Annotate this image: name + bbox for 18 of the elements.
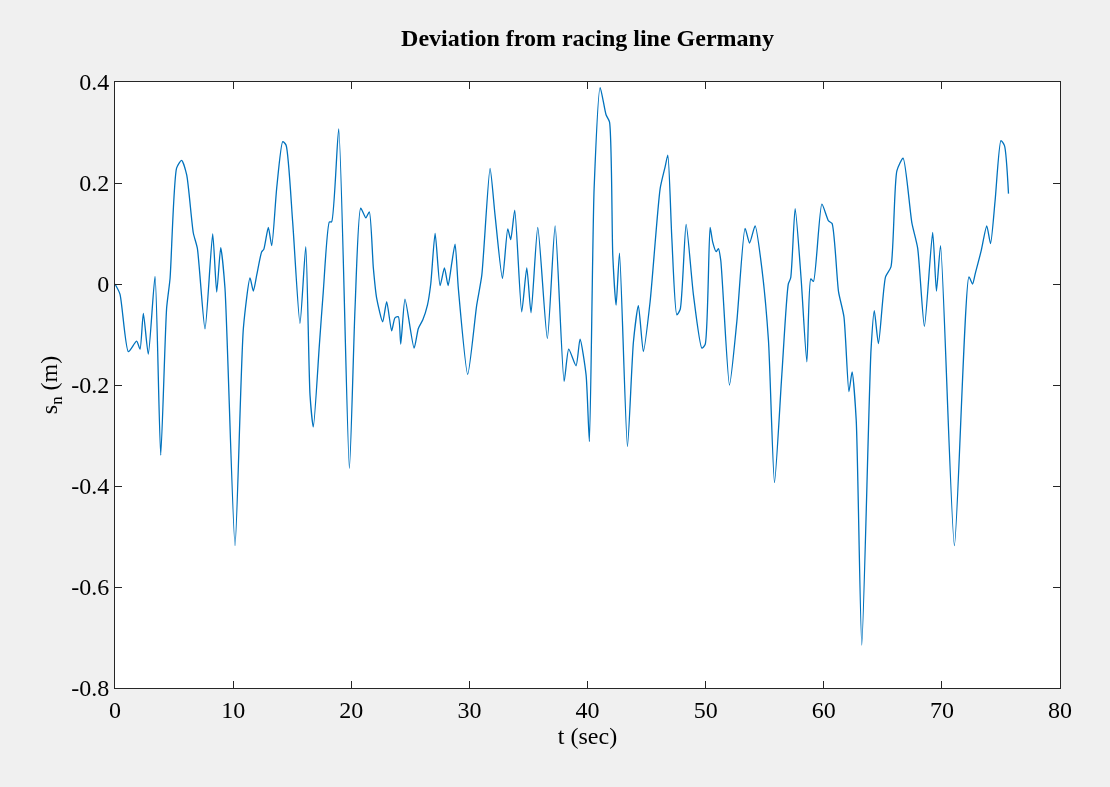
y-tick-label: 0 (97, 271, 110, 298)
y-tick-label: -0.8 (71, 675, 110, 702)
y-tick-label: -0.6 (71, 574, 110, 601)
x-tick-label: 80 (1048, 696, 1072, 723)
x-tick-label: 30 (457, 696, 482, 723)
y-tick-label: 0.4 (79, 69, 110, 96)
x-axis-title: t (sec) (557, 722, 618, 749)
x-tick-label: 60 (811, 696, 836, 723)
x-tick-label: 40 (575, 696, 600, 723)
x-tick-label: 20 (339, 696, 364, 723)
y-tick-label: 0.2 (79, 170, 110, 197)
x-tick-label: 10 (221, 696, 246, 723)
x-tick-label: 50 (693, 696, 718, 723)
chart-title: Deviation from racing line Germany (401, 25, 774, 52)
x-tick-label: 70 (929, 696, 954, 723)
y-tick-label: -0.4 (71, 473, 110, 500)
y-tick-label: -0.2 (71, 372, 110, 399)
line-series (115, 86, 1010, 646)
